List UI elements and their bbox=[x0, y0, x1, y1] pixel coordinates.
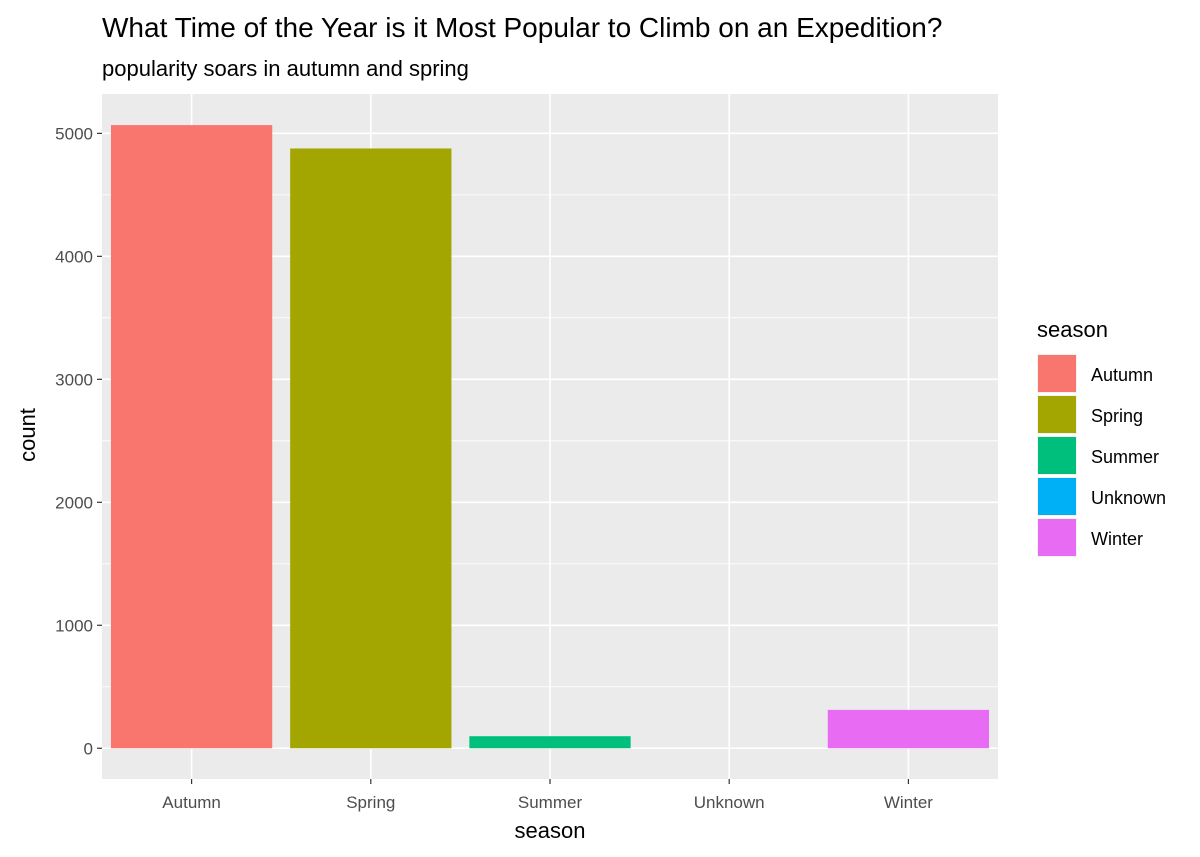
y-tick-label: 5000 bbox=[55, 124, 93, 143]
legend-label-unknown: Unknown bbox=[1091, 488, 1166, 508]
y-axis-title: count bbox=[15, 408, 40, 462]
bar-winter bbox=[827, 709, 990, 749]
chart-title: What Time of the Year is it Most Popular… bbox=[102, 12, 942, 43]
y-tick-label: 0 bbox=[84, 739, 93, 758]
legend-key-winter bbox=[1038, 519, 1076, 556]
y-tick-label: 3000 bbox=[55, 370, 93, 389]
bars bbox=[110, 125, 990, 749]
y-tick-label: 4000 bbox=[55, 247, 93, 266]
y-tick-label: 1000 bbox=[55, 616, 93, 635]
x-tick-label: Winter bbox=[884, 793, 933, 812]
x-tick-label: Summer bbox=[518, 793, 583, 812]
legend-key-autumn bbox=[1038, 355, 1076, 392]
legend-key-summer bbox=[1038, 437, 1076, 474]
bar-autumn bbox=[110, 125, 273, 749]
legend-label-winter: Winter bbox=[1091, 529, 1143, 549]
bar-summer bbox=[469, 736, 631, 749]
x-axis-ticks: Autumn Spring Summer Unknown Winter bbox=[162, 779, 933, 812]
x-axis-title: season bbox=[515, 818, 586, 843]
y-tick-label: 2000 bbox=[55, 493, 93, 512]
x-tick-label: Autumn bbox=[162, 793, 221, 812]
legend-label-summer: Summer bbox=[1091, 447, 1159, 467]
chart-subtitle: popularity soars in autumn and spring bbox=[102, 56, 469, 81]
x-tick-label: Spring bbox=[346, 793, 395, 812]
legend-key-spring bbox=[1038, 396, 1076, 433]
legend-key-unknown bbox=[1038, 478, 1076, 515]
legend-label-autumn: Autumn bbox=[1091, 365, 1153, 385]
x-tick-label: Unknown bbox=[694, 793, 765, 812]
y-axis-ticks: 0 1000 2000 3000 4000 5000 bbox=[55, 124, 102, 758]
legend-title: season bbox=[1037, 317, 1108, 342]
legend-label-spring: Spring bbox=[1091, 406, 1143, 426]
bar-spring bbox=[290, 148, 452, 749]
legend: season Autumn Spring Summer Unknown Winter bbox=[1037, 317, 1166, 557]
